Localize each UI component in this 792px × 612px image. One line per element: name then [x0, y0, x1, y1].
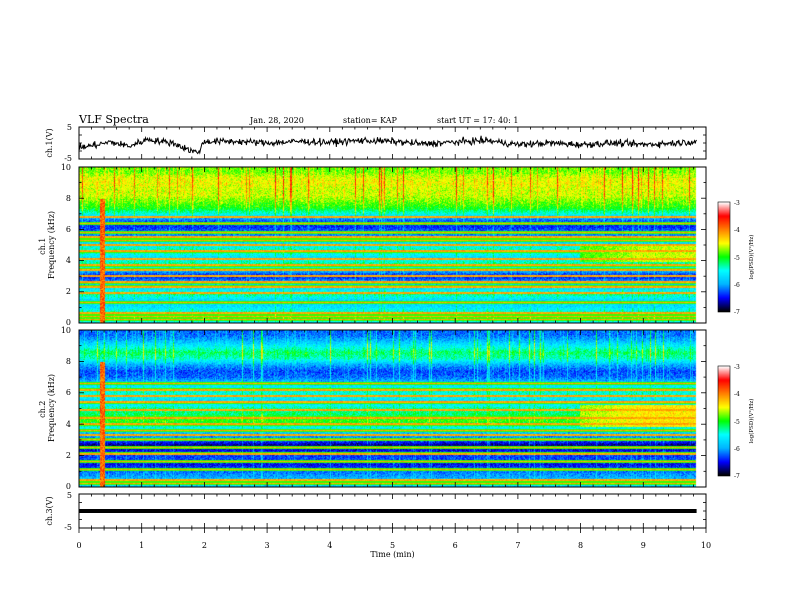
ch2-spectrogram-image	[79, 330, 706, 487]
ch2-ytick-0: 0	[66, 482, 71, 491]
start-time-label: start UT = 17: 40: 1	[437, 116, 518, 125]
ch2-cbar-tick-m5: -5	[734, 419, 740, 426]
ch2-cbar-tick-m4: -4	[734, 391, 740, 398]
ch1-cbar-tick-m6: -6	[734, 282, 740, 289]
ch2-cbar-tick-m6: -6	[734, 446, 740, 453]
ch1-cbar-tick-m3: -3	[734, 200, 740, 207]
date-label: Jan. 28, 2020	[249, 116, 304, 125]
xtick-7: 7	[515, 541, 520, 550]
ch1-ytick-4: 4	[66, 256, 71, 265]
xtick-0: 0	[76, 541, 81, 550]
ch2-ytick-10: 10	[61, 326, 71, 335]
ch3-waveform-ytick-top: 5	[67, 491, 72, 500]
xtick-3: 3	[265, 541, 270, 550]
axis-ticks	[78, 126, 707, 533]
ch2-ylabel-line2: Frequency (kHz)	[47, 374, 56, 442]
station-label: station= KAP	[343, 116, 398, 125]
ch1-colorbar	[718, 202, 730, 312]
ch2-ylabel: ch.2 Frequency (kHz)	[38, 374, 56, 442]
xtick-1: 1	[139, 541, 144, 550]
ch1-ytick-10: 10	[61, 163, 71, 172]
ch1-spectrogram-image	[79, 167, 706, 323]
ch1-waveform-ytick-top: 5	[67, 123, 72, 132]
ch2-spectrogram-panel: 0 2 4 6 8 10 ch.2 Frequency (kHz) -3 -4 …	[38, 326, 755, 491]
ch2-colorbar	[718, 366, 730, 476]
ch1-cbar-tick-m4: -4	[734, 227, 740, 234]
ch2-cbar-label: log(PSD)(V²/Hz)	[748, 399, 755, 444]
xtick-4: 4	[327, 541, 332, 550]
ch1-waveform-ytick-bottom: -5	[64, 154, 72, 163]
ch1-colorbar-frame	[717, 201, 731, 313]
x-axis-label: Time (min)	[370, 550, 414, 559]
ch1-waveform-trace	[78, 135, 697, 155]
ch2-cbar-tick-m3: -3	[734, 364, 740, 371]
ch1-ylabel-line2: Frequency (kHz)	[47, 211, 56, 279]
ch1-ytick-0: 0	[66, 318, 71, 327]
ch1-ylabel: ch.1 Frequency (kHz)	[38, 211, 56, 279]
ch2-ytick-2: 2	[66, 451, 71, 460]
ch2-ytick-8: 8	[66, 357, 71, 366]
xtick-5: 5	[390, 541, 395, 550]
ch2-ytick-6: 6	[66, 388, 71, 397]
ch2-colorbar-frame	[717, 365, 731, 477]
ch1-cbar-tick-m5: -5	[734, 255, 740, 262]
x-axis: 0 1 2 3 4 5 6 7 8 9 10 Time (min)	[76, 541, 711, 559]
ch3-waveform-ylabel: ch.3(V)	[45, 496, 54, 525]
ch2-cbar-tick-m7: -7	[734, 473, 740, 480]
ch1-cbar-label: log(PSD)(V²/Hz)	[748, 235, 755, 280]
xtick-10: 10	[701, 541, 711, 550]
xtick-8: 8	[578, 541, 583, 550]
xtick-9: 9	[641, 541, 646, 550]
xtick-6: 6	[453, 541, 458, 550]
ch2-ytick-4: 4	[66, 420, 71, 429]
ch1-ytick-8: 8	[66, 194, 71, 203]
ch1-waveform-ylabel: ch.1(V)	[45, 128, 54, 157]
ch1-ytick-6: 6	[66, 225, 71, 234]
ch1-ylabel-line1: ch.1	[38, 238, 47, 255]
figure-title: VLF Spectra	[78, 113, 149, 126]
ch2-ylabel-line1: ch.2	[38, 401, 47, 418]
ch1-waveform-line	[78, 135, 697, 155]
ch1-cbar-tick-m7: -7	[734, 309, 740, 316]
ch3-waveform-ytick-bottom: -5	[64, 523, 72, 532]
ch1-spectrogram-panel: 0 2 4 6 8 10 ch.1 Frequency (kHz) -3 -4 …	[38, 163, 755, 327]
ch1-ytick-2: 2	[66, 287, 71, 296]
xtick-2: 2	[202, 541, 207, 550]
